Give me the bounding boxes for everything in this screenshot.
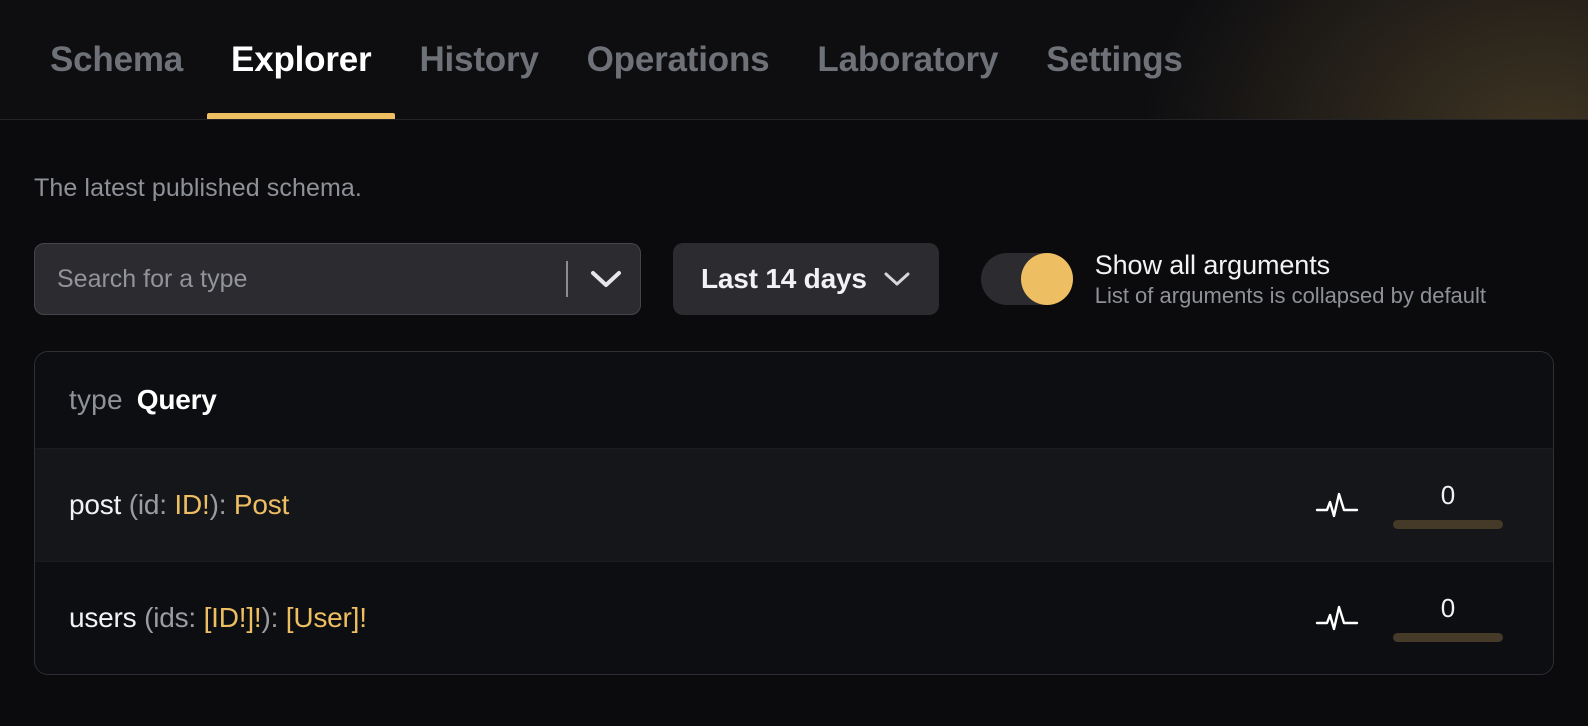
chevron-down-icon[interactable] [586, 269, 626, 289]
activity-pulse-icon [1315, 601, 1359, 635]
tab-label: History [419, 39, 539, 79]
page-header: Schema Explorer History Operations Labor… [0, 0, 1588, 120]
tab-label: Operations [586, 39, 770, 79]
controls-row: Last 14 days Show all arguments List of … [34, 243, 1554, 315]
field-open-paren: ( [136, 602, 154, 633]
show-all-arguments-toggle[interactable] [980, 253, 1073, 305]
metric-block: 0 [1393, 595, 1503, 642]
field-colon: : [270, 602, 279, 633]
table-row[interactable]: post (id: ID!): Post 0 [35, 448, 1553, 561]
tab-schema[interactable]: Schema [26, 0, 207, 119]
period-selector-button[interactable]: Last 14 days [673, 243, 939, 315]
toggle-text-group: Show all arguments List of arguments is … [1095, 250, 1486, 308]
field-return-type: [User]! [278, 602, 367, 633]
tab-laboratory[interactable]: Laboratory [793, 0, 1022, 119]
field-arg-name: id: [137, 489, 167, 520]
metric-bar [1393, 519, 1503, 529]
metric-bar [1393, 632, 1503, 642]
search-input[interactable] [35, 244, 566, 314]
tab-label: Schema [50, 39, 184, 79]
main-tab-bar: Schema Explorer History Operations Labor… [0, 0, 1588, 119]
tab-settings[interactable]: Settings [1022, 0, 1206, 119]
type-search-combobox[interactable] [34, 243, 641, 315]
field-colon: : [218, 489, 227, 520]
toggle-title: Show all arguments [1094, 249, 1331, 280]
field-close-paren: ) [261, 602, 271, 633]
field-metrics: 0 [1315, 482, 1527, 529]
tab-label: Settings [1046, 39, 1183, 79]
field-name: users [69, 602, 137, 633]
chevron-down-icon [883, 270, 911, 288]
field-arg-type: [ID!]! [195, 602, 262, 633]
toggle-subtitle: List of arguments is collapsed by defaul… [1094, 282, 1487, 308]
metric-value: 0 [1440, 479, 1456, 510]
field-signature: users (ids: [ID!]!): [User]! [69, 602, 367, 634]
schema-subtitle: The latest published schema. [34, 174, 362, 202]
tab-history[interactable]: History [395, 0, 562, 119]
search-divider [566, 261, 568, 297]
tab-label: Explorer [231, 39, 372, 79]
tab-label: Laboratory [817, 39, 999, 79]
toggle-knob [1020, 253, 1073, 305]
field-return-type: Post [226, 489, 290, 520]
tab-explorer[interactable]: Explorer [207, 0, 396, 119]
activity-pulse-icon [1315, 488, 1359, 522]
type-keyword: type [69, 384, 123, 415]
field-open-paren: ( [121, 489, 138, 520]
field-name: post [69, 489, 122, 520]
type-card-query: type Query post (id: ID!): Post 0 [34, 351, 1554, 675]
field-metrics: 0 [1315, 595, 1527, 642]
field-close-paren: ) [209, 489, 219, 520]
metric-block: 0 [1393, 482, 1503, 529]
metric-value: 0 [1440, 592, 1456, 623]
field-arg-type: ID! [166, 489, 210, 520]
type-card-header: type Query [35, 352, 1553, 448]
main-content: The latest published schema. Last 14 day… [0, 174, 1588, 675]
type-name: Query [136, 384, 217, 415]
show-all-arguments-control: Show all arguments List of arguments is … [980, 250, 1486, 308]
field-arg-name: ids: [153, 602, 196, 633]
field-signature: post (id: ID!): Post [69, 489, 289, 521]
period-label: Last 14 days [701, 263, 867, 294]
tab-operations[interactable]: Operations [563, 0, 794, 119]
table-row[interactable]: users (ids: [ID!]!): [User]! 0 [35, 561, 1553, 674]
